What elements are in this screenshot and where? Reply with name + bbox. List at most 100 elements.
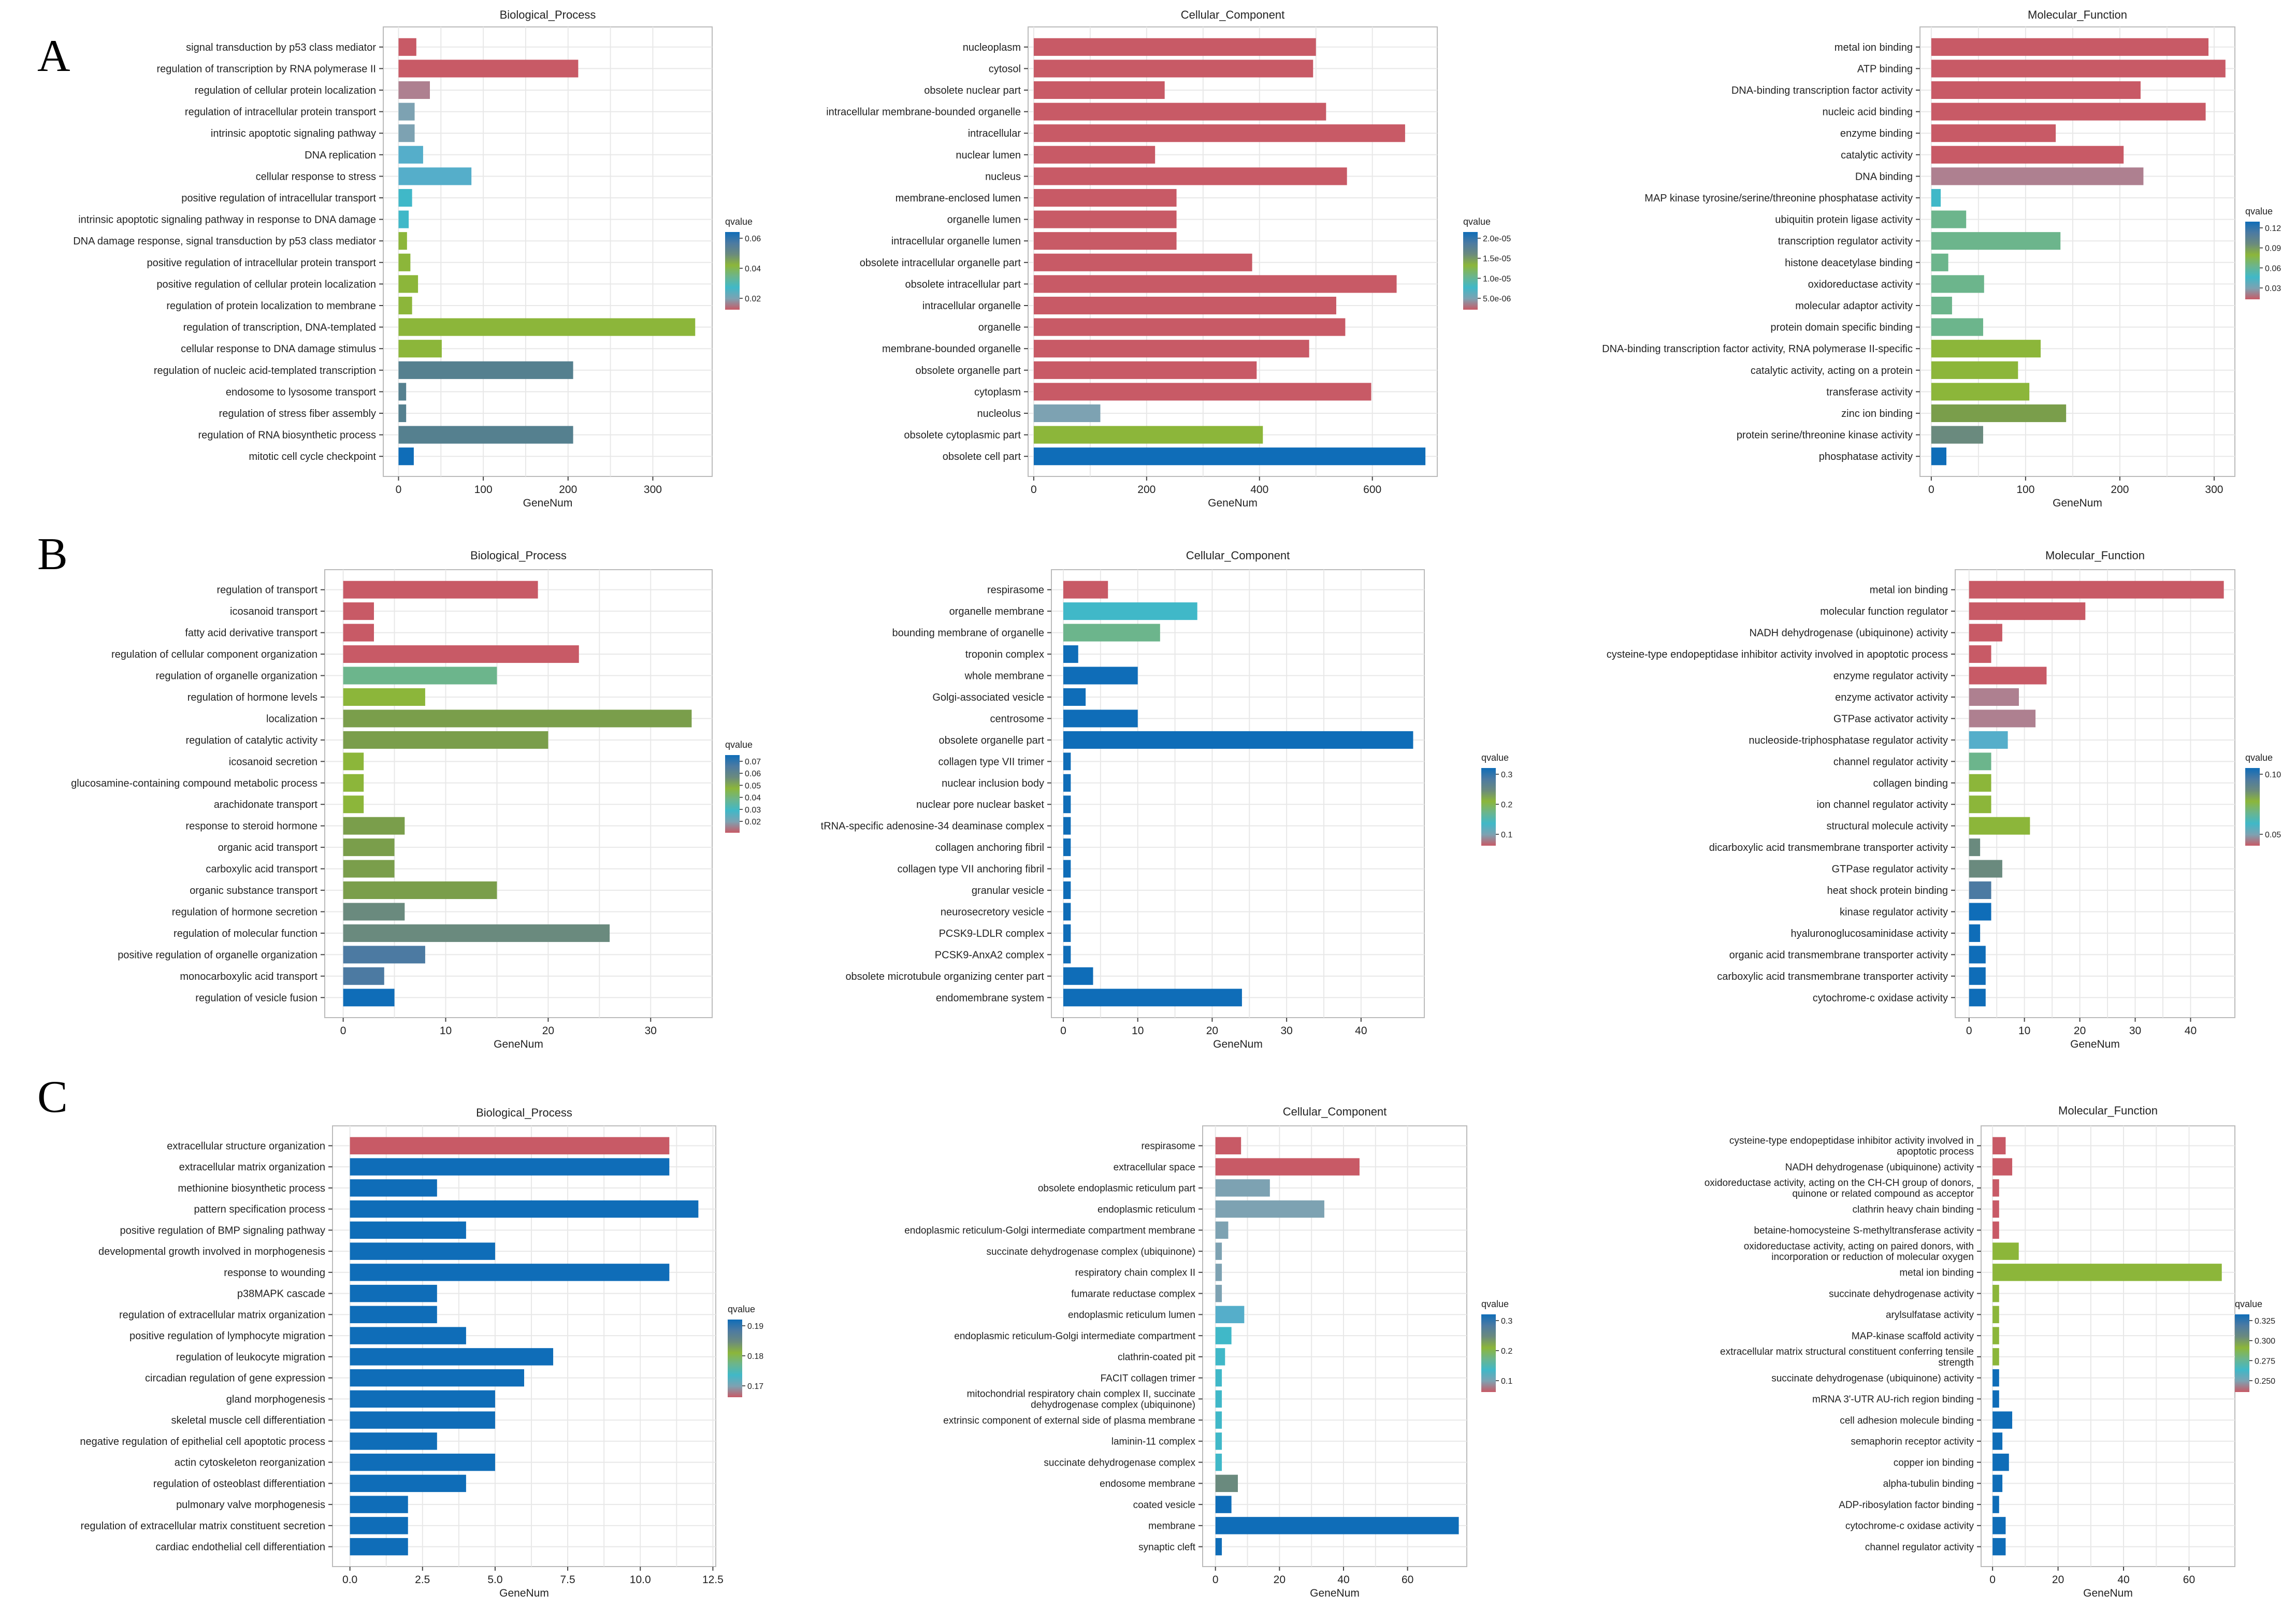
bar xyxy=(1931,253,1948,271)
category-label: MAP kinase tyrosine/serine/threonine pho… xyxy=(1644,193,1913,204)
bar xyxy=(1063,989,1242,1007)
bar xyxy=(350,1306,437,1324)
category-label: dicarboxylic acid transmembrane transpor… xyxy=(1709,842,1948,853)
x-tick-label: 0 xyxy=(340,1025,346,1037)
category-label: regulation of molecular function xyxy=(174,928,317,939)
bar xyxy=(1215,1411,1222,1429)
category-label: regulation of intracellular protein tran… xyxy=(185,107,377,118)
category-label: granular vesicle xyxy=(972,885,1044,896)
category-label: molecular function regulator xyxy=(1820,606,1948,617)
bar xyxy=(1969,946,1986,964)
bar xyxy=(1063,860,1071,878)
bar xyxy=(1931,210,1967,228)
legend-tick-label: 0.300 xyxy=(2255,1337,2275,1346)
chart-title: Cellular_Component xyxy=(1186,549,1290,562)
category-label: fatty acid derivative transport xyxy=(185,628,317,639)
bar xyxy=(1063,752,1071,771)
category-label: extracellular structure organization xyxy=(167,1140,325,1152)
x-axis-label: GeneNum xyxy=(2083,1587,2133,1599)
category-label: nuclear lumen xyxy=(956,150,1021,161)
bar xyxy=(1992,1474,2003,1493)
bar xyxy=(350,1264,670,1281)
x-tick-label: 300 xyxy=(644,484,662,496)
category-label: positive regulation of lymphocyte migrat… xyxy=(129,1330,325,1342)
legend-title: qvalue xyxy=(1463,216,1491,227)
bar xyxy=(1931,167,2144,185)
bar xyxy=(1992,1242,2019,1260)
bar xyxy=(1063,731,1413,749)
legend-colorbar xyxy=(2235,1314,2249,1392)
category-label: response to steroid hormone xyxy=(185,821,317,832)
legend-title: qvalue xyxy=(2245,206,2273,216)
x-axis-label: GeneNum xyxy=(1310,1587,1360,1599)
row-label-a: A xyxy=(37,31,70,81)
bar xyxy=(1063,774,1071,792)
category-label: PCSK9-AnxA2 complex xyxy=(935,949,1044,961)
category-label: membrane-bounded organelle xyxy=(882,343,1021,355)
category-label: pattern specification process xyxy=(194,1204,325,1215)
legend-tick-label: 0.2 xyxy=(1501,1347,1512,1356)
category-label: methionine biosynthetic process xyxy=(178,1183,325,1194)
category-label: obsolete cytoplasmic part xyxy=(904,430,1021,441)
bar xyxy=(1931,318,1983,336)
category-label: semaphorin receptor activity xyxy=(1851,1437,1974,1447)
category-label: actin cytoskeleton reorganization xyxy=(175,1457,325,1469)
legend-tick-label: 0.03 xyxy=(2265,284,2281,293)
bar xyxy=(1215,1158,1360,1176)
chart-panel-9: cysteine-type endopeptidase inhibitor ac… xyxy=(1705,1104,2275,1599)
bar xyxy=(350,1411,495,1429)
category-label: organelle lumen xyxy=(947,214,1021,226)
bar xyxy=(350,1369,524,1387)
bar xyxy=(1033,60,1313,78)
bar xyxy=(398,318,696,336)
category-label: betaine-homocysteine S-methyltransferase… xyxy=(1754,1225,1974,1236)
bar xyxy=(398,124,415,142)
category-label: regulation of catalytic activity xyxy=(185,735,317,746)
legend-tick-label: 0.06 xyxy=(2265,264,2281,273)
chart-panel-6: metal ion binding molecular function regu… xyxy=(1607,549,2281,1050)
x-tick-label: 300 xyxy=(2205,484,2223,496)
x-tick-label: 60 xyxy=(1402,1574,1413,1586)
bar xyxy=(1969,881,1991,900)
bar xyxy=(1969,860,2002,878)
category-label: carboxylic acid transmembrane transporte… xyxy=(1717,971,1948,982)
category-label: cytoplasm xyxy=(974,386,1021,398)
legend-colorbar xyxy=(728,1320,742,1397)
plot-frame xyxy=(1955,569,2235,1018)
category-label: whole membrane xyxy=(964,671,1044,682)
legend-tick-label: 0.250 xyxy=(2255,1377,2275,1386)
x-axis-label: GeneNum xyxy=(1208,497,1258,509)
category-label: icosanoid secretion xyxy=(229,756,317,767)
category-label: circadian regulation of gene expression xyxy=(145,1373,325,1384)
bar xyxy=(343,731,548,749)
x-axis-label: GeneNum xyxy=(499,1587,549,1599)
category-label: troponin complex xyxy=(965,649,1044,660)
legend-title: qvalue xyxy=(725,740,753,750)
category-label: NADH dehydrogenase (ubiquinone) activity xyxy=(1785,1162,1974,1173)
category-label: fumarate reductase complex xyxy=(1071,1288,1195,1299)
bar xyxy=(1969,602,2086,620)
bar xyxy=(398,210,409,228)
legend-tick-label: 0.06 xyxy=(745,770,761,778)
category-label: gland morphogenesis xyxy=(226,1394,325,1405)
category-label: NADH dehydrogenase (ubiquinone) activity xyxy=(1749,628,1948,639)
bar xyxy=(350,1474,466,1493)
bar xyxy=(1033,296,1336,315)
bar xyxy=(1063,924,1071,942)
category-label: laminin-11 complex xyxy=(1111,1437,1196,1447)
bar xyxy=(1969,795,1991,814)
bar xyxy=(1931,60,2226,78)
category-label: regulation of transport xyxy=(216,585,317,596)
category-label: icosanoid transport xyxy=(230,606,317,617)
x-tick-label: 600 xyxy=(1363,484,1381,496)
bar xyxy=(1969,581,2224,599)
plot-frame xyxy=(1028,26,1438,477)
category-label: oxidoreductase activity, acting on paire… xyxy=(1744,1241,1974,1263)
category-label: regulation of extracellular matrix organ… xyxy=(119,1309,325,1321)
x-tick-label: 40 xyxy=(2185,1025,2197,1037)
category-label: intrinsic apoptotic signaling pathway in… xyxy=(78,214,376,226)
category-label: centrosome xyxy=(990,713,1045,725)
category-label: DNA replication xyxy=(305,150,376,161)
bar xyxy=(398,232,407,250)
bar xyxy=(1063,967,1093,985)
